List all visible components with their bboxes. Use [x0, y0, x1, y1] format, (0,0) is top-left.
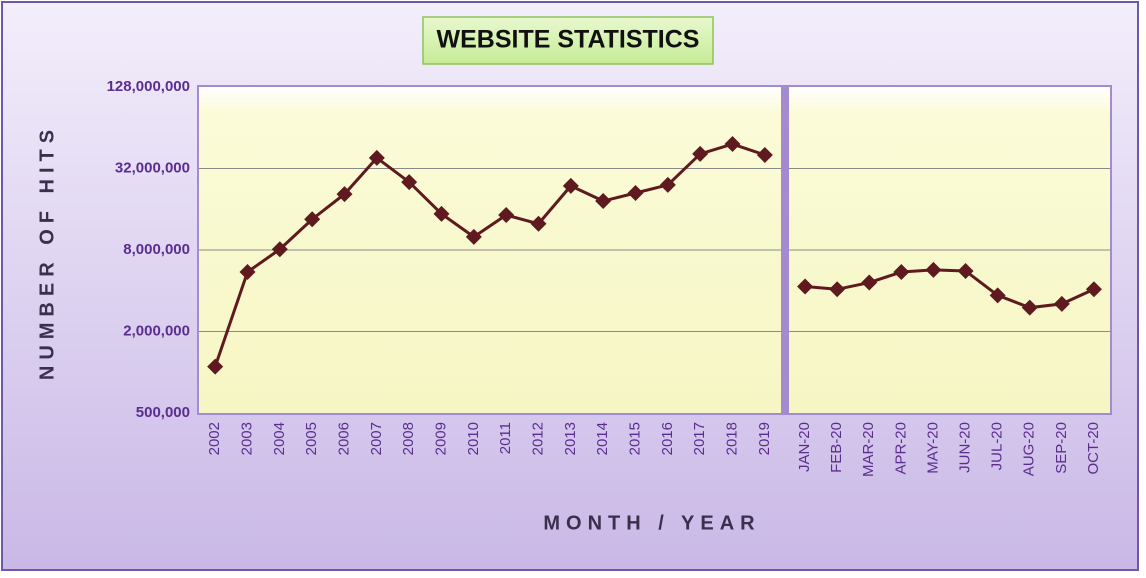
- x-tick-label: 2014: [594, 422, 611, 455]
- data-point: [271, 241, 288, 258]
- x-tick-label: AUG-20: [1021, 422, 1038, 476]
- data-point: [957, 262, 974, 279]
- y-tick-label: 500,000: [136, 404, 190, 421]
- x-tick-label: MAY-20: [924, 422, 941, 474]
- data-point: [659, 176, 676, 193]
- y-tick-label: 128,000,000: [107, 78, 190, 95]
- x-tick-label: 2012: [529, 422, 546, 455]
- data-point: [336, 186, 353, 203]
- data-point: [207, 358, 224, 375]
- y-axis-title: NUMBER OF HITS: [36, 124, 58, 380]
- x-tick-label: FEB-20: [828, 422, 845, 473]
- data-point: [829, 281, 846, 298]
- x-axis-title: MONTH / YEAR: [543, 512, 760, 534]
- data-point: [989, 287, 1006, 304]
- data-point: [797, 278, 814, 295]
- data-point: [756, 146, 773, 163]
- x-tick-label: OCT-20: [1085, 422, 1102, 475]
- chart-title: WEBSITE STATISTICS: [437, 26, 700, 54]
- data-point: [692, 145, 709, 162]
- data-point: [595, 193, 612, 210]
- x-tick-label: 2002: [206, 422, 223, 455]
- title-box: [422, 16, 714, 65]
- data-point: [1053, 295, 1070, 312]
- x-tick-label: 2010: [465, 422, 482, 455]
- x-tick-label: 2017: [691, 422, 708, 455]
- data-point: [1085, 281, 1102, 298]
- data-line: [804, 268, 1095, 310]
- y-tick-label: 2,000,000: [123, 322, 190, 339]
- x-tick-label: 2013: [562, 422, 579, 455]
- data-point: [562, 177, 579, 194]
- x-tick-label: MAR-20: [860, 422, 877, 477]
- y-tick-label: 8,000,000: [123, 241, 190, 258]
- x-tick-label: 2015: [626, 422, 643, 455]
- data-point: [498, 207, 515, 224]
- data-point: [893, 264, 910, 281]
- x-tick-label: 2019: [756, 422, 773, 455]
- data-point: [239, 264, 256, 281]
- x-tick-label: SEP-20: [1053, 422, 1070, 474]
- data-point: [401, 174, 418, 191]
- x-tick-label: 2004: [271, 422, 288, 455]
- x-tick-label: APR-20: [892, 422, 909, 475]
- x-tick-label: 2007: [368, 422, 385, 455]
- data-point: [368, 149, 385, 166]
- data-point: [433, 205, 450, 222]
- data-point: [925, 261, 942, 278]
- x-tick-label: 2009: [432, 422, 449, 455]
- data-point: [530, 215, 547, 232]
- data-point: [724, 136, 741, 153]
- data-point: [627, 184, 644, 201]
- x-tick-label: 2005: [303, 422, 320, 455]
- x-tick-label: 2008: [400, 422, 417, 455]
- x-tick-label: JUL-20: [989, 422, 1006, 470]
- data-point: [465, 228, 482, 245]
- y-tick-label: 32,000,000: [115, 159, 190, 176]
- x-tick-label: 2003: [238, 422, 255, 455]
- x-tick-label: 2016: [659, 422, 676, 455]
- x-tick-label: 2011: [497, 422, 514, 454]
- x-tick-label: 2006: [335, 422, 352, 455]
- data-line: [213, 142, 766, 368]
- x-tick-label: JAN-20: [796, 422, 813, 472]
- x-tick-label: JUN-20: [957, 422, 974, 473]
- data-point: [861, 274, 878, 291]
- x-tick-label: 2018: [723, 422, 740, 455]
- data-point: [1021, 299, 1038, 316]
- data-point: [304, 211, 321, 228]
